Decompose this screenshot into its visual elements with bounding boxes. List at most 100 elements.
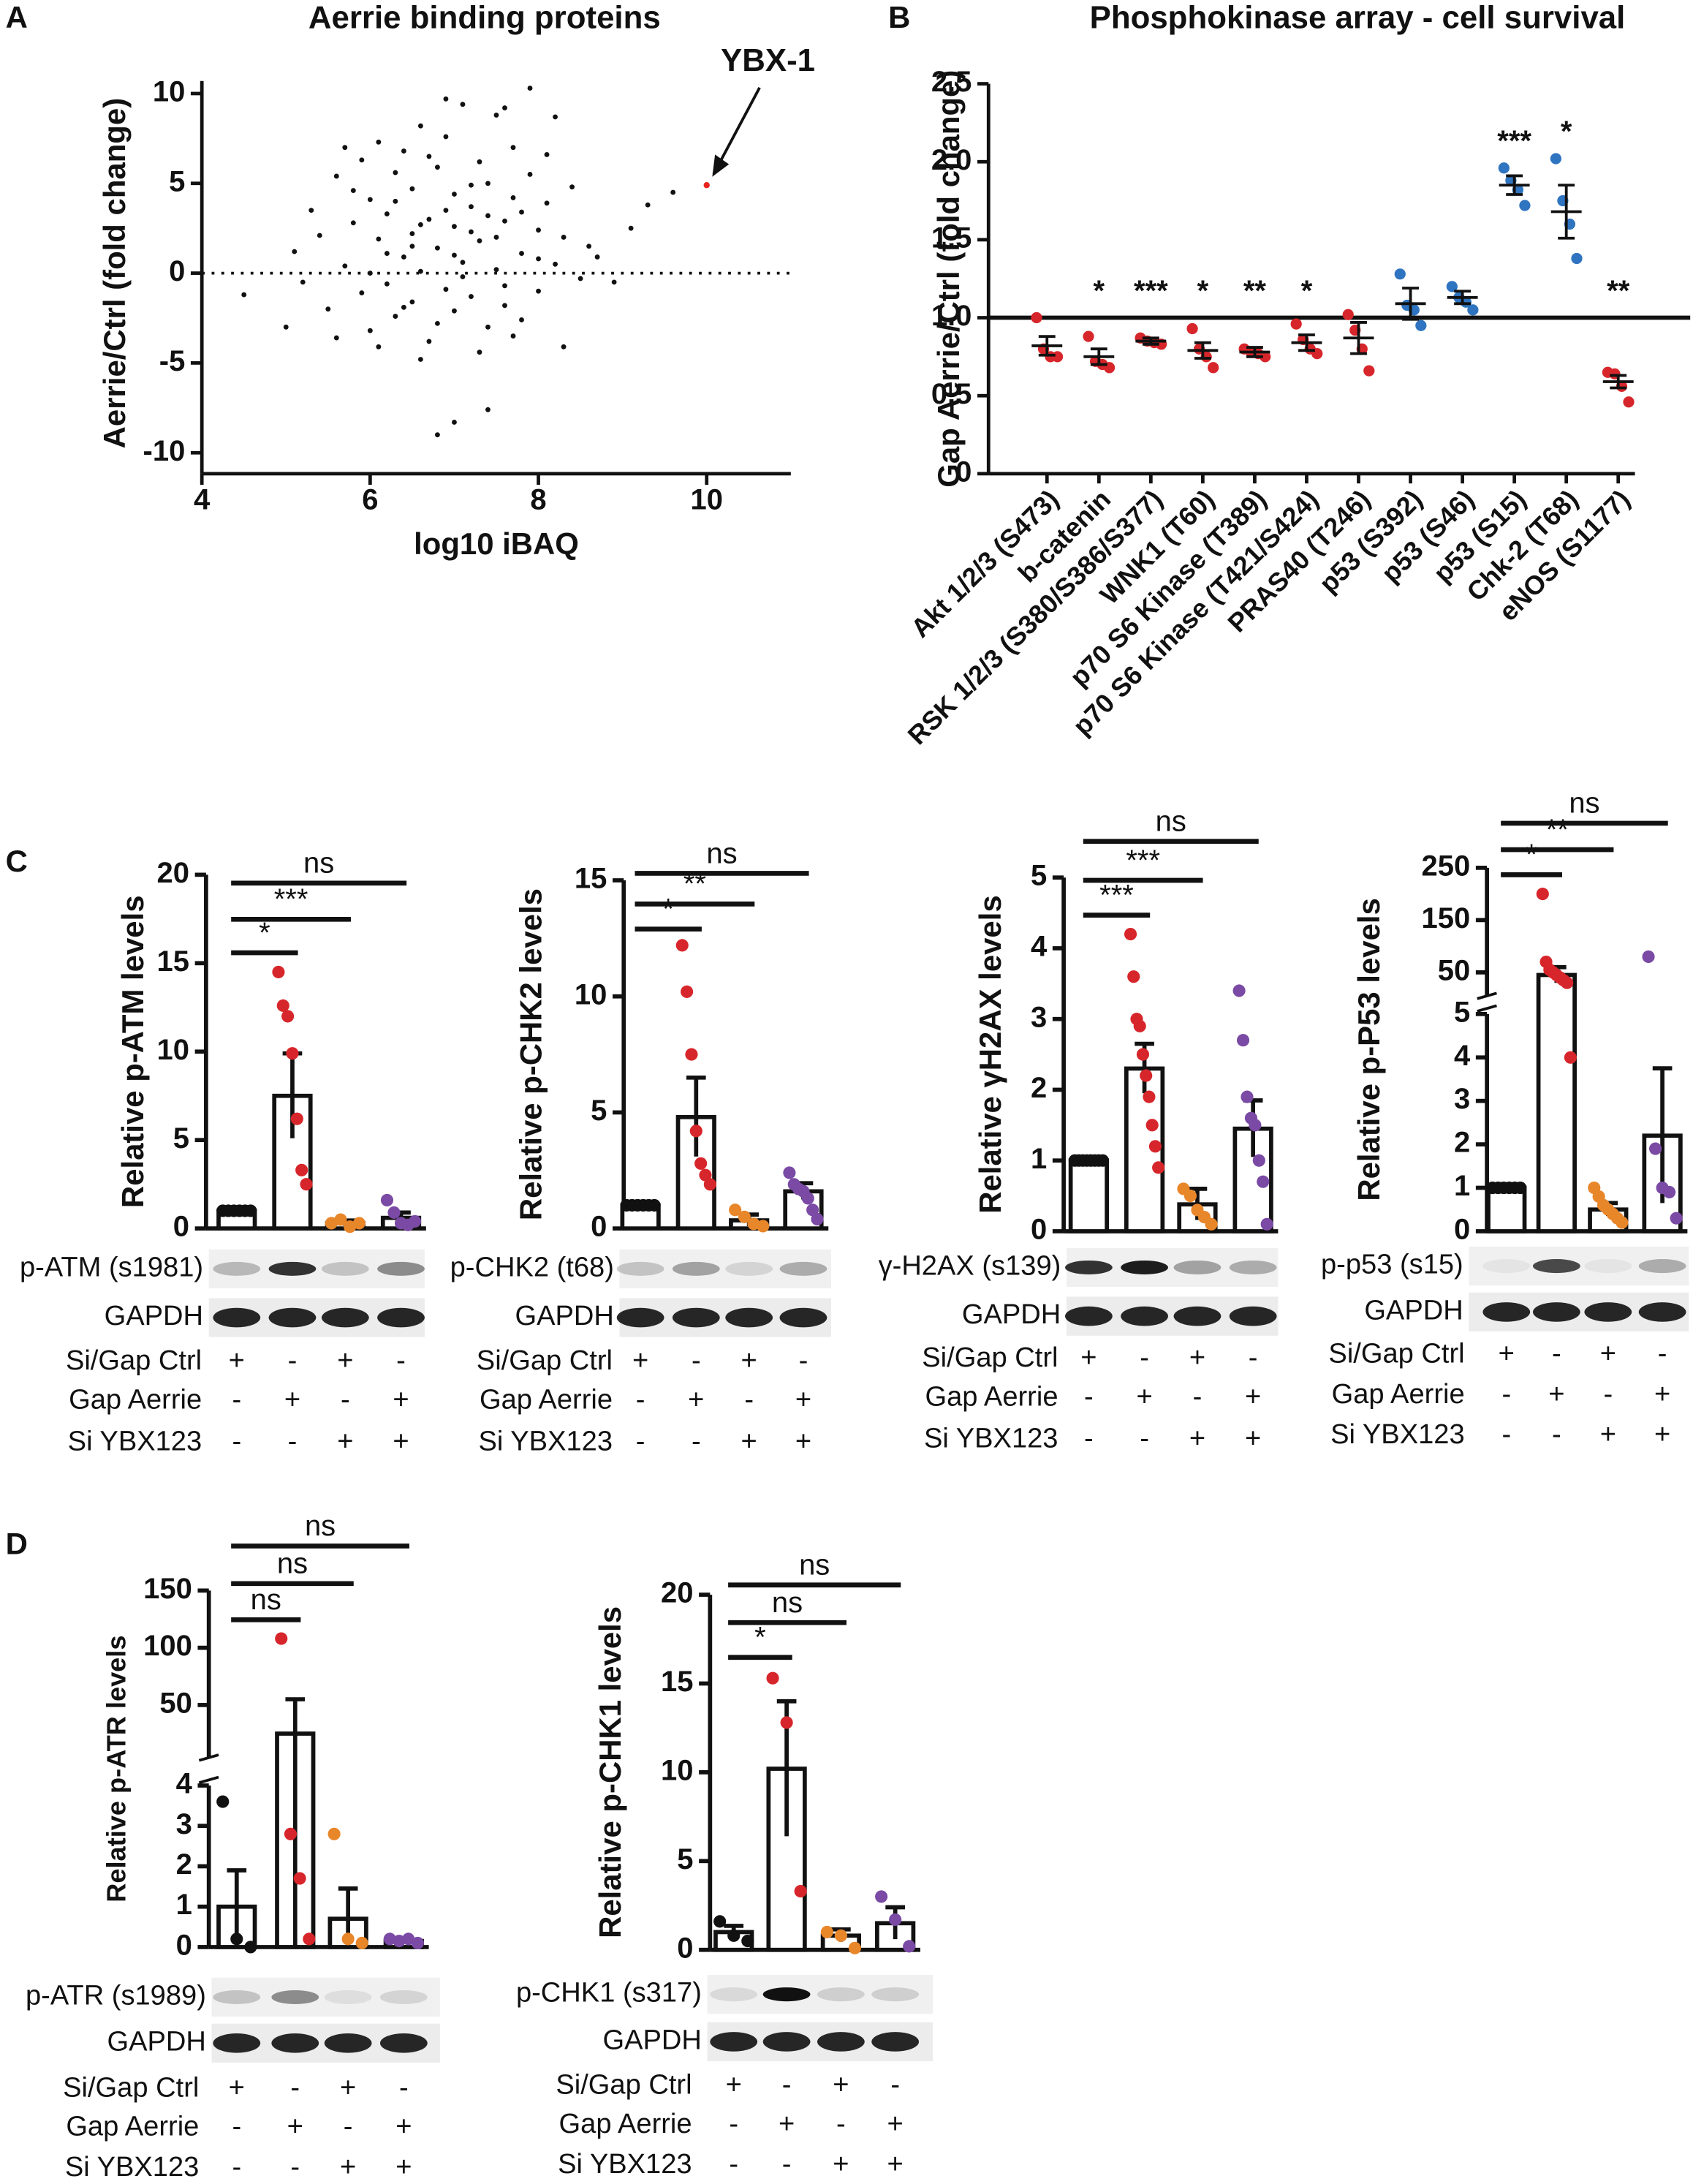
x-tick-label: 4 — [194, 484, 211, 516]
blot-band — [1482, 1259, 1531, 1274]
blot-band — [1584, 1302, 1632, 1322]
condition-sign: - — [890, 2069, 900, 2100]
point — [1519, 200, 1531, 211]
point — [244, 1204, 257, 1217]
point — [485, 407, 491, 412]
point — [628, 225, 634, 231]
chart-title: Aerrie binding proteins — [308, 0, 661, 36]
blot-label: GAPDH — [107, 2026, 205, 2057]
point — [713, 1915, 727, 1928]
point — [1252, 1154, 1265, 1167]
y-tick-label: 10 — [157, 1034, 189, 1066]
error-bar — [686, 1075, 706, 1157]
y-tick-label: 0.5 — [931, 378, 972, 410]
condition-sign: - — [729, 2149, 738, 2180]
blot-band — [1065, 1260, 1113, 1275]
panel-letter: D — [6, 1526, 28, 1560]
error-bar — [1090, 347, 1107, 366]
error-bar — [1194, 341, 1211, 360]
point — [1031, 311, 1042, 324]
significance-label: ns — [799, 1549, 830, 1582]
condition-sign: + — [726, 2069, 742, 2100]
point — [384, 211, 390, 216]
panel-letter: C — [6, 844, 28, 878]
y-tick-label: 0 — [1454, 1214, 1470, 1246]
y-tick-label: 0 — [176, 1929, 192, 1961]
condition-label: Si/Gap Ctrl — [63, 2072, 199, 2103]
y-tick-label: 15 — [661, 1666, 693, 1698]
condition-sign: + — [337, 1427, 353, 1457]
blot-band — [324, 2033, 372, 2053]
point — [276, 999, 289, 1012]
point — [527, 86, 533, 91]
point — [443, 96, 449, 102]
condition-sign: + — [1654, 1419, 1670, 1450]
significance-label: * — [662, 893, 674, 925]
point — [216, 1795, 230, 1808]
point — [359, 290, 365, 296]
point — [284, 1827, 297, 1840]
y-tick-label: 4 — [1454, 1040, 1471, 1072]
point — [493, 267, 499, 273]
blot-band — [616, 1307, 664, 1328]
blot-band — [1638, 1302, 1686, 1322]
point — [1571, 252, 1583, 265]
point — [780, 1716, 793, 1729]
condition-sign: - — [636, 1384, 645, 1415]
condition-sign: + — [795, 1427, 811, 1457]
condition-sign: - — [288, 1427, 298, 1457]
blot-band — [725, 1261, 773, 1276]
point — [611, 279, 617, 285]
axis-break — [198, 1775, 219, 1785]
significance-label: ns — [1569, 787, 1599, 820]
blot-label: p-p53 (s15) — [1321, 1250, 1463, 1280]
significance-label: ** — [1546, 814, 1569, 846]
significance-label: *** — [274, 883, 308, 915]
point — [1446, 281, 1458, 292]
point — [527, 172, 533, 177]
point — [1467, 304, 1479, 316]
error-bar — [1246, 346, 1263, 358]
point — [452, 308, 457, 314]
blot-band — [268, 1307, 317, 1328]
point — [1550, 153, 1562, 165]
condition-sign: + — [395, 2112, 412, 2142]
y-tick-label: 5 — [1031, 860, 1047, 892]
condition-sign: - — [836, 2109, 846, 2139]
point — [434, 432, 440, 438]
error-bar — [1558, 184, 1575, 240]
point — [1145, 1119, 1159, 1132]
blot-band — [779, 1307, 827, 1328]
error-bar — [1652, 1066, 1673, 1204]
point — [493, 113, 499, 118]
condition-sign: + — [1499, 1339, 1515, 1369]
point — [434, 245, 440, 251]
y-tick-label: 5 — [677, 1843, 693, 1875]
condition-label: Gap Aerrie — [480, 1384, 613, 1415]
point — [300, 279, 306, 285]
point — [387, 1206, 401, 1219]
point — [350, 188, 356, 194]
point — [409, 299, 415, 305]
blot-band — [871, 2032, 920, 2052]
point — [519, 209, 524, 215]
blot-band — [725, 1307, 773, 1328]
point — [510, 333, 516, 339]
point — [1415, 320, 1427, 331]
point — [290, 1112, 303, 1125]
point — [689, 1125, 702, 1138]
point — [741, 1935, 754, 1948]
condition-sign: - — [1084, 1382, 1094, 1413]
point — [300, 1178, 313, 1191]
point — [411, 1936, 424, 1949]
y-tick-label: 4 — [1031, 931, 1048, 963]
significance-label: ns — [277, 1548, 308, 1580]
point — [1124, 928, 1137, 941]
condition-sign: - — [1603, 1379, 1613, 1410]
y-tick-label: 100 — [143, 1630, 192, 1662]
condition-sign: - — [1552, 1419, 1561, 1450]
condition-label: Si/Gap Ctrl — [66, 1345, 202, 1376]
y-tick-label: 5 — [173, 1122, 189, 1155]
condition-sign: + — [887, 2149, 904, 2180]
point — [648, 1198, 661, 1212]
